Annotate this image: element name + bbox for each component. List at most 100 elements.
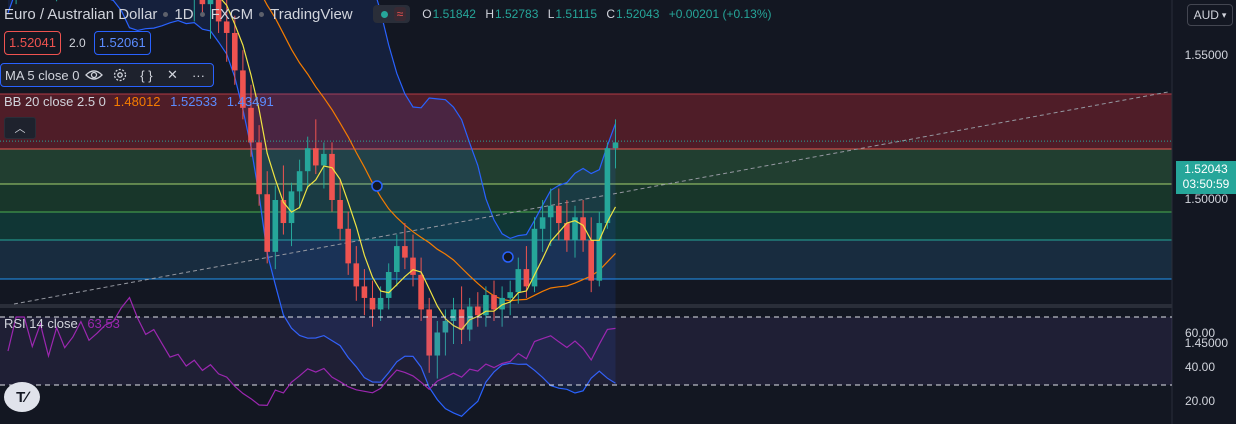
ma-line bbox=[221, 0, 617, 331]
candle-body bbox=[531, 228, 538, 287]
open-value: 1.51842 bbox=[432, 7, 476, 21]
gear-icon[interactable] bbox=[109, 68, 131, 82]
candle bbox=[588, 217, 594, 293]
candle bbox=[272, 185, 279, 270]
moving-average bbox=[221, 0, 617, 331]
candle bbox=[337, 179, 343, 241]
candle-body bbox=[369, 297, 376, 310]
candle bbox=[475, 292, 481, 327]
candle bbox=[491, 280, 497, 321]
close-value: 1.52043 bbox=[616, 7, 660, 21]
currency-button[interactable]: AUD ▾ bbox=[1187, 4, 1233, 26]
candle-body bbox=[353, 263, 360, 287]
close-icon[interactable]: ✕ bbox=[166, 67, 178, 82]
candle-body bbox=[450, 309, 457, 321]
candle-body bbox=[499, 297, 505, 310]
grid-lines bbox=[0, 0, 1173, 424]
candle bbox=[353, 246, 360, 301]
candle-body bbox=[377, 297, 384, 310]
bb-basis-value: 1.48012 bbox=[113, 94, 161, 109]
candle bbox=[523, 246, 530, 298]
candle bbox=[256, 125, 262, 206]
ma-legend[interactable]: MA 5 close 0 { } ✕ ··· bbox=[0, 63, 215, 87]
more-icon[interactable]: ··· bbox=[191, 67, 205, 83]
symbol-name[interactable]: Euro / Australian Dollar bbox=[4, 5, 158, 23]
candle-body bbox=[402, 246, 408, 258]
source-code-icon[interactable]: { } bbox=[140, 67, 153, 83]
candle-body bbox=[539, 217, 546, 229]
candle bbox=[434, 320, 441, 379]
candle-body bbox=[207, 0, 214, 5]
eye-icon[interactable] bbox=[83, 69, 105, 81]
fib-zone bbox=[0, 94, 1172, 149]
candle-body bbox=[612, 142, 619, 149]
candle-body bbox=[223, 21, 230, 33]
rsi-value: 63.53 bbox=[87, 316, 120, 331]
collapse-legend-button[interactable]: ︿ bbox=[4, 117, 36, 139]
rsi-legend[interactable]: RSI 14 close 63.53 bbox=[4, 316, 120, 331]
rsi-legend-label: RSI 14 close bbox=[4, 316, 78, 331]
candle bbox=[507, 280, 513, 316]
sell-button[interactable]: 1.52041 bbox=[4, 31, 61, 55]
market-open-icon bbox=[380, 10, 388, 18]
tradingview-logo[interactable]: T∕ bbox=[4, 382, 40, 412]
bb-upper-line bbox=[376, 0, 617, 240]
candle bbox=[223, 0, 230, 62]
rsi-band bbox=[0, 317, 1172, 385]
candle bbox=[377, 286, 384, 321]
fib-zone bbox=[0, 149, 1172, 184]
candle-body bbox=[345, 228, 351, 264]
candle-body bbox=[507, 292, 513, 298]
chevron-down-icon: ▾ bbox=[1221, 9, 1227, 20]
candle-body bbox=[580, 217, 586, 241]
candle-body bbox=[475, 306, 481, 316]
market-status[interactable]: ≈ bbox=[372, 5, 411, 23]
fibonacci-zones bbox=[0, 93, 1172, 280]
candle bbox=[199, 0, 206, 16]
candle bbox=[612, 119, 619, 169]
wave-icon: ≈ bbox=[393, 7, 407, 21]
candle-body bbox=[232, 32, 238, 71]
rsi-tick-label: 60.00 bbox=[1184, 326, 1215, 340]
candle-body bbox=[564, 223, 570, 241]
rsi-tick-label: 40.00 bbox=[1184, 360, 1215, 374]
candle bbox=[207, 0, 214, 39]
buy-button[interactable]: 1.52061 bbox=[93, 31, 151, 55]
candle-body bbox=[491, 295, 497, 310]
candle-body bbox=[523, 269, 530, 287]
quote-row: 1.52041 2.0 1.52061 bbox=[4, 31, 151, 55]
candle-body bbox=[385, 272, 392, 298]
candle-body bbox=[604, 148, 611, 224]
trend-line bbox=[13, 91, 1169, 305]
candle bbox=[483, 286, 489, 327]
fib-zone bbox=[0, 212, 1172, 240]
candle bbox=[345, 211, 351, 275]
candle bbox=[369, 280, 376, 327]
candle bbox=[410, 234, 416, 287]
rsi-tick-label: 20.00 bbox=[1184, 394, 1215, 408]
bb-legend-label: BB 20 close 2.5 0 bbox=[4, 94, 106, 109]
candle bbox=[240, 50, 246, 120]
price-tick-label: 1.50000 bbox=[1184, 192, 1228, 206]
candle bbox=[394, 234, 400, 287]
bb-legend[interactable]: BB 20 close 2.5 0 1.48012 1.52533 1.4349… bbox=[4, 94, 274, 109]
candle-body bbox=[442, 320, 449, 333]
brand: TradingView bbox=[270, 5, 353, 23]
candle bbox=[385, 263, 392, 310]
candle bbox=[426, 297, 432, 373]
interval[interactable]: 1D bbox=[174, 5, 194, 23]
bb-lower-value: 1.43491 bbox=[226, 94, 274, 109]
candle-body bbox=[588, 240, 594, 281]
rsi-pane bbox=[0, 296, 1172, 407]
candle bbox=[402, 223, 408, 270]
last-price: 1.52043 bbox=[1184, 162, 1228, 176]
candle-body bbox=[394, 246, 400, 272]
candle-body bbox=[596, 223, 603, 281]
candle-body bbox=[361, 286, 368, 298]
candle bbox=[572, 205, 578, 258]
separator-dot bbox=[163, 11, 169, 17]
candle-body bbox=[240, 70, 246, 108]
candle-body bbox=[272, 200, 279, 252]
candle bbox=[458, 286, 465, 344]
